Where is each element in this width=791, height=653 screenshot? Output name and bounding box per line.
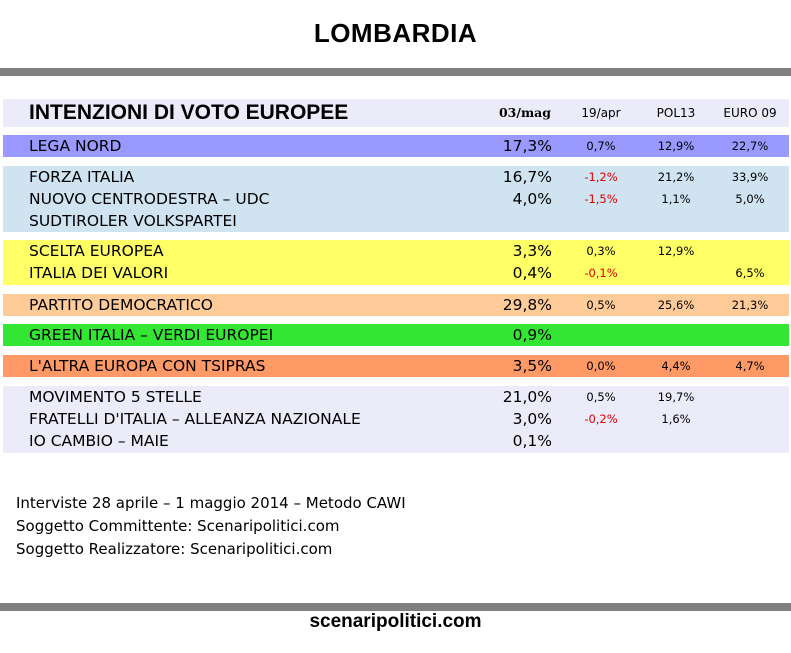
pol13-value: 19,7% xyxy=(657,390,695,404)
euro09-value: 21,3% xyxy=(731,298,769,312)
current-value: 29,8% xyxy=(502,296,552,314)
party-name: L'ALTRA EUROPA CON TSIPRAS xyxy=(29,357,266,375)
note-interviews: Interviste 28 aprile – 1 maggio 2014 – M… xyxy=(16,494,406,512)
delta-value: 0,7% xyxy=(586,139,616,153)
party-name: FORZA ITALIA xyxy=(29,168,135,186)
table-row: PARTITO DEMOCRATICO 29,8% 0,5% 25,6% 21,3% xyxy=(3,294,789,316)
party-name: SCELTA EUROPEA xyxy=(29,242,164,260)
delta-value: 0,0% xyxy=(586,359,616,373)
party-group: FORZA ITALIA 16,7% -1,2% 21,2% 33,9% NUOVO CE… xyxy=(3,166,789,232)
table-title: INTENZIONI DI VOTO EUROPEE xyxy=(29,101,349,124)
table-row: ITALIA DEI VALORI 0,4% -0,1% 6,5% xyxy=(3,262,789,284)
column-header-current: 03/mag xyxy=(498,105,552,120)
column-header-pol13: POL13 xyxy=(656,106,696,120)
delta-value: -1,2% xyxy=(584,170,618,184)
euro09-value: 4,7% xyxy=(735,359,765,373)
party-group: SCELTA EUROPEA 3,3% 0,3% 12,9% ITALIA DEI VA… xyxy=(3,240,789,285)
euro09-value: 5,0% xyxy=(735,192,765,206)
top-divider xyxy=(0,68,791,76)
column-header-euro09: EURO 09 xyxy=(723,106,777,120)
current-value: 16,7% xyxy=(502,168,552,186)
party-group: MOVIMENTO 5 STELLE 21,0% 0,5% 19,7% FRATELLI… xyxy=(3,386,789,453)
party-name: IO CAMBIO – MAIE xyxy=(29,432,169,450)
delta-value: -0,1% xyxy=(584,266,618,280)
table-row: SCELTA EUROPEA 3,3% 0,3% 12,9% xyxy=(3,240,789,262)
euro09-value: 22,7% xyxy=(731,139,769,153)
pol13-value: 1,1% xyxy=(661,192,691,206)
bottom-divider xyxy=(0,603,791,611)
party-name: LEGA NORD xyxy=(29,137,122,155)
table-row: MOVIMENTO 5 STELLE 21,0% 0,5% 19,7% xyxy=(3,386,789,408)
party-group: LEGA NORD 17,3% 0,7% 12,9% 22,7% xyxy=(3,135,789,157)
party-group: PARTITO DEMOCRATICO 29,8% 0,5% 25,6% 21,3% xyxy=(3,294,789,316)
note-realizzatore: Soggetto Realizzatore: Scenaripolitici.c… xyxy=(16,540,333,558)
table-row: FRATELLI D'ITALIA – ALLEANZA NAZIONALE 3,… xyxy=(3,408,789,430)
delta-value: 0,5% xyxy=(586,298,616,312)
table-row: L'ALTRA EUROPA CON TSIPRAS 3,5% 0,0% 4,4% 4,… xyxy=(3,355,789,377)
party-name: NUOVO CENTRODESTRA – UDC xyxy=(29,190,270,208)
current-value: 3,3% xyxy=(512,242,552,260)
pol13-value: 12,9% xyxy=(657,244,695,258)
table-row: LEGA NORD 17,3% 0,7% 12,9% 22,7% xyxy=(3,135,789,157)
party-group: L'ALTRA EUROPA CON TSIPRAS 3,5% 0,0% 4,4% 4,… xyxy=(3,355,789,377)
party-name: FRATELLI D'ITALIA – ALLEANZA NAZIONALE xyxy=(29,410,361,428)
table-row: FORZA ITALIA 16,7% -1,2% 21,2% 33,9% xyxy=(3,166,789,188)
euro09-value: 33,9% xyxy=(731,170,769,184)
current-value: 3,0% xyxy=(512,410,552,428)
delta-value: 0,5% xyxy=(586,390,616,404)
delta-value: -1,5% xyxy=(584,192,618,206)
delta-value: -0,2% xyxy=(584,412,618,426)
current-value: 21,0% xyxy=(502,388,552,406)
party-name: SUDTIROLER VOLKSPARTEI xyxy=(29,212,237,230)
current-value: 0,4% xyxy=(512,264,552,282)
footer-site: scenaripolitici.com xyxy=(309,611,482,632)
current-value: 4,0% xyxy=(512,190,552,208)
table-row: GREEN ITALIA – VERDI EUROPEI 0,9% xyxy=(3,324,789,346)
pol13-value: 4,4% xyxy=(661,359,691,373)
party-group: GREEN ITALIA – VERDI EUROPEI 0,9% xyxy=(3,324,789,346)
party-name: ITALIA DEI VALORI xyxy=(29,264,169,282)
table-header: INTENZIONI DI VOTO EUROPEE 03/mag 19/apr… xyxy=(3,99,789,127)
table-row: SUDTIROLER VOLKSPARTEI xyxy=(3,210,789,232)
table-row: NUOVO CENTRODESTRA – UDC 4,0% -1,5% 1,1% 5,0… xyxy=(3,188,789,210)
delta-value: 0,3% xyxy=(586,244,616,258)
pol13-value: 21,2% xyxy=(657,170,695,184)
party-name: PARTITO DEMOCRATICO xyxy=(29,296,213,314)
euro09-value: 6,5% xyxy=(735,266,765,280)
current-value: 17,3% xyxy=(502,137,552,155)
survey-notes: Interviste 28 aprile – 1 maggio 2014 – M… xyxy=(16,492,406,561)
current-value: 0,1% xyxy=(512,432,552,450)
column-header-previous: 19/apr xyxy=(581,106,621,120)
party-name: GREEN ITALIA – VERDI EUROPEI xyxy=(29,326,274,344)
pol13-value: 1,6% xyxy=(661,412,691,426)
current-value: 0,9% xyxy=(512,326,552,344)
party-name: MOVIMENTO 5 STELLE xyxy=(29,388,202,406)
note-committente: Soggetto Committente: Scenaripolitici.co… xyxy=(16,517,340,535)
pol13-value: 25,6% xyxy=(657,298,695,312)
page-title: LOMBARDIA xyxy=(313,18,478,48)
pol13-value: 12,9% xyxy=(657,139,695,153)
current-value: 3,5% xyxy=(512,357,552,375)
table-row: IO CAMBIO – MAIE 0,1% xyxy=(3,430,789,452)
